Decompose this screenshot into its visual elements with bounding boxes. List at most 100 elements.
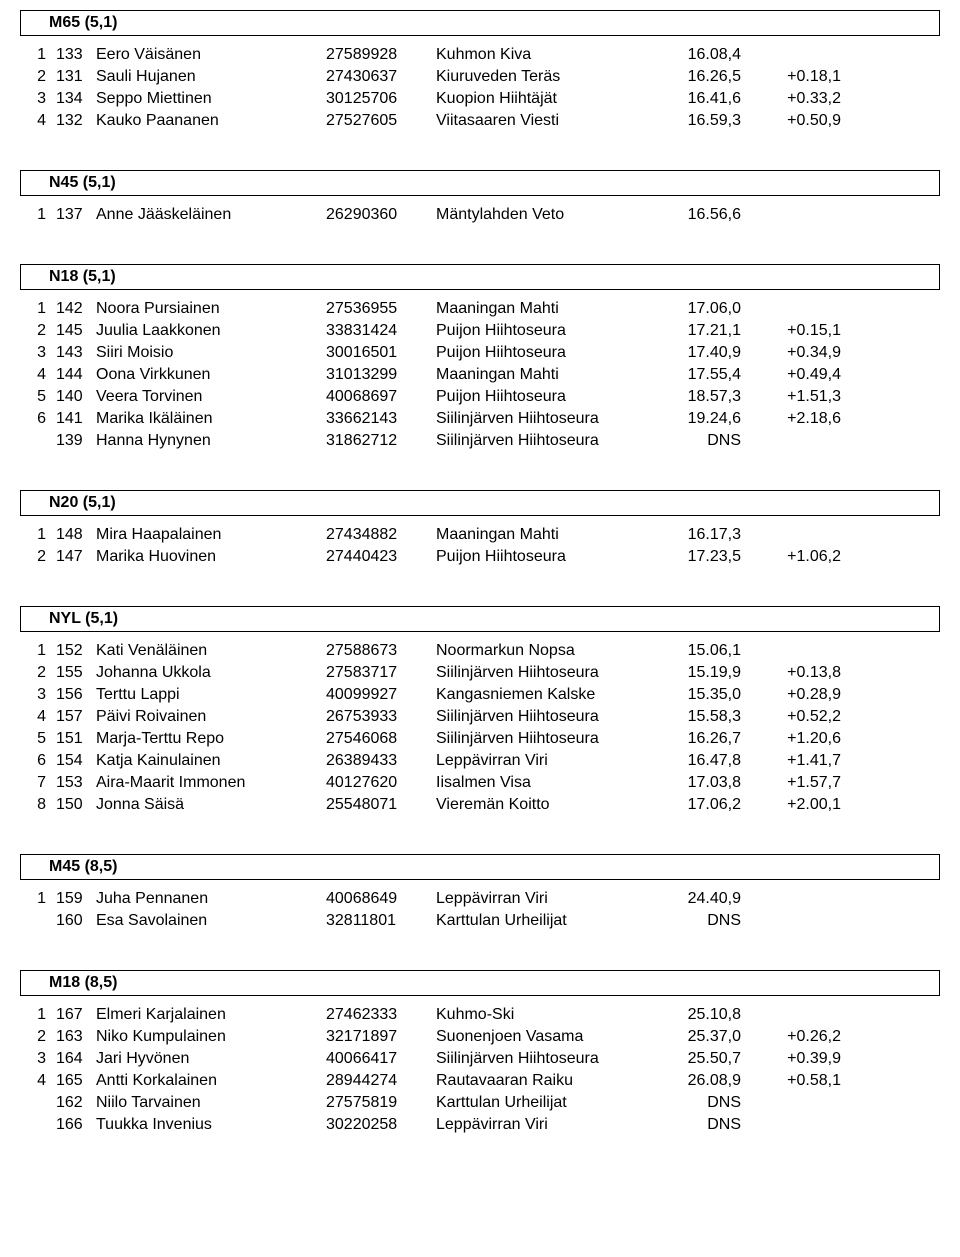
license-cell: 31013299 <box>326 365 436 385</box>
result-row: 2131Sauli Hujanen27430637Kiuruveden Terä… <box>20 66 940 88</box>
diff-cell: +2.00,1 <box>741 795 841 815</box>
place-cell: 7 <box>20 773 56 793</box>
club-cell: Siilinjärven Hiihtoseura <box>436 729 661 749</box>
bib-cell: 140 <box>56 387 96 407</box>
club-cell: Siilinjärven Hiihtoseura <box>436 663 661 683</box>
club-cell: Noormarkun Nopsa <box>436 641 661 661</box>
section-title: M45 (8,5) <box>20 854 940 880</box>
section-title: M18 (8,5) <box>20 970 940 996</box>
bib-cell: 141 <box>56 409 96 429</box>
bib-cell: 150 <box>56 795 96 815</box>
bib-cell: 155 <box>56 663 96 683</box>
time-cell: 15.19,9 <box>661 663 741 683</box>
club-cell: Siilinjärven Hiihtoseura <box>436 1049 661 1069</box>
results-section: M18 (8,5) 1167Elmeri Karjalainen27462333K… <box>20 970 940 1136</box>
result-row: 6141Marika Ikäläinen33662143Siilinjärven… <box>20 408 940 430</box>
diff-cell <box>741 889 841 909</box>
name-cell: Anne Jääskeläinen <box>96 205 326 225</box>
place-cell: 2 <box>20 663 56 683</box>
club-cell: Puijon Hiihtoseura <box>436 343 661 363</box>
result-row: 2163Niko Kumpulainen32171897Suonenjoen V… <box>20 1026 940 1048</box>
name-cell: Elmeri Karjalainen <box>96 1005 326 1025</box>
place-cell: 3 <box>20 685 56 705</box>
diff-cell: +1.41,7 <box>741 751 841 771</box>
bib-cell: 159 <box>56 889 96 909</box>
place-cell: 6 <box>20 751 56 771</box>
result-row: 3164Jari Hyvönen40066417Siilinjärven Hii… <box>20 1048 940 1070</box>
diff-cell: +1.51,3 <box>741 387 841 407</box>
name-cell: Marika Ikäläinen <box>96 409 326 429</box>
time-cell: 17.03,8 <box>661 773 741 793</box>
bib-cell: 167 <box>56 1005 96 1025</box>
bib-cell: 165 <box>56 1071 96 1091</box>
result-row: 139Hanna Hynynen31862712Siilinjärven Hii… <box>20 430 940 452</box>
license-cell: 32171897 <box>326 1027 436 1047</box>
time-cell: 25.50,7 <box>661 1049 741 1069</box>
name-cell: Kati Venäläinen <box>96 641 326 661</box>
place-cell: 3 <box>20 1049 56 1069</box>
bib-cell: 134 <box>56 89 96 109</box>
result-row: 1167Elmeri Karjalainen27462333Kuhmo-Ski2… <box>20 1004 940 1026</box>
diff-cell: +0.15,1 <box>741 321 841 341</box>
place-cell: 4 <box>20 707 56 727</box>
result-row: 8150Jonna Säisä25548071Vieremän Koitto17… <box>20 794 940 816</box>
result-row: 6154Katja Kainulainen26389433Leppävirran… <box>20 750 940 772</box>
time-cell: 16.56,6 <box>661 205 741 225</box>
diff-cell <box>741 911 841 931</box>
place-cell: 1 <box>20 1005 56 1025</box>
place-cell: 6 <box>20 409 56 429</box>
license-cell: 26290360 <box>326 205 436 225</box>
license-cell: 40127620 <box>326 773 436 793</box>
result-row: 5151Marja-Terttu Repo27546068Siilinjärve… <box>20 728 940 750</box>
name-cell: Niko Kumpulainen <box>96 1027 326 1047</box>
diff-cell: +0.26,2 <box>741 1027 841 1047</box>
time-cell: 17.06,0 <box>661 299 741 319</box>
bib-cell: 154 <box>56 751 96 771</box>
place-cell: 4 <box>20 111 56 131</box>
place-cell: 2 <box>20 67 56 87</box>
bib-cell: 148 <box>56 525 96 545</box>
diff-cell <box>741 45 841 65</box>
result-row: 4165Antti Korkalainen28944274Rautavaaran… <box>20 1070 940 1092</box>
time-cell: 16.26,5 <box>661 67 741 87</box>
name-cell: Oona Virkkunen <box>96 365 326 385</box>
result-row: 3134Seppo Miettinen30125706Kuopion Hiiht… <box>20 88 940 110</box>
place-cell: 1 <box>20 889 56 909</box>
club-cell: Leppävirran Viri <box>436 1115 661 1135</box>
place-cell: 1 <box>20 641 56 661</box>
club-cell: Puijon Hiihtoseura <box>436 321 661 341</box>
club-cell: Maaningan Mahti <box>436 365 661 385</box>
time-cell: 16.41,6 <box>661 89 741 109</box>
license-cell: 30220258 <box>326 1115 436 1135</box>
time-cell: DNS <box>661 1115 741 1135</box>
section-title: M65 (5,1) <box>20 10 940 36</box>
time-cell: 16.08,4 <box>661 45 741 65</box>
place-cell: 5 <box>20 387 56 407</box>
result-row: 1159Juha Pennanen40068649Leppävirran Vir… <box>20 888 940 910</box>
diff-cell: +0.34,9 <box>741 343 841 363</box>
name-cell: Päivi Roivainen <box>96 707 326 727</box>
results-section: N20 (5,1)1148Mira Haapalainen27434882Maa… <box>20 490 940 568</box>
club-cell: Karttulan Urheilijat <box>436 911 661 931</box>
time-cell: DNS <box>661 431 741 451</box>
license-cell: 27527605 <box>326 111 436 131</box>
club-cell: Kuopion Hiihtäjät <box>436 89 661 109</box>
bib-cell: 166 <box>56 1115 96 1135</box>
result-row: 3143Siiri Moisio30016501Puijon Hiihtoseu… <box>20 342 940 364</box>
time-cell: 18.57,3 <box>661 387 741 407</box>
time-cell: DNS <box>661 1093 741 1113</box>
result-row: 2147Marika Huovinen27440423Puijon Hiihto… <box>20 546 940 568</box>
bib-cell: 132 <box>56 111 96 131</box>
result-row: 4157Päivi Roivainen26753933Siilinjärven … <box>20 706 940 728</box>
name-cell: Eero Väisänen <box>96 45 326 65</box>
diff-cell: +0.18,1 <box>741 67 841 87</box>
bib-cell: 144 <box>56 365 96 385</box>
diff-cell: +0.52,2 <box>741 707 841 727</box>
license-cell: 40068697 <box>326 387 436 407</box>
name-cell: Sauli Hujanen <box>96 67 326 87</box>
bib-cell: 131 <box>56 67 96 87</box>
result-row: 1142Noora Pursiainen27536955Maaningan Ma… <box>20 298 940 320</box>
diff-cell: +0.39,9 <box>741 1049 841 1069</box>
license-cell: 27430637 <box>326 67 436 87</box>
time-cell: 17.55,4 <box>661 365 741 385</box>
